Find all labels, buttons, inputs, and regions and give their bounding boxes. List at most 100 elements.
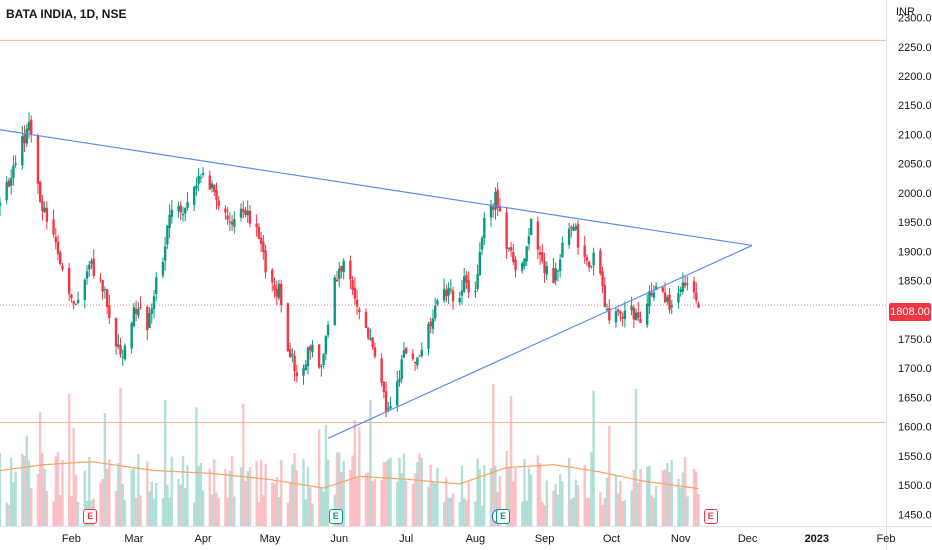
candle-body xyxy=(663,292,667,302)
candle-body xyxy=(137,308,140,316)
time-tick-label: Dec xyxy=(738,533,758,545)
candle-body xyxy=(340,266,343,272)
time-tick-label: Oct xyxy=(603,533,620,545)
volume-bar xyxy=(150,481,153,526)
volume-bar xyxy=(572,497,575,526)
volume-bar xyxy=(380,480,383,526)
candle-body xyxy=(467,280,470,293)
event-marker-e[interactable]: E xyxy=(496,509,511,524)
candle-body xyxy=(679,289,682,293)
volume-bar xyxy=(123,500,127,526)
candle-body xyxy=(273,285,276,290)
volume-bar xyxy=(603,498,607,526)
candle-body xyxy=(521,263,524,271)
candle-body xyxy=(83,279,87,300)
candle-body xyxy=(670,305,673,308)
candle-body xyxy=(90,260,93,264)
volume-bar xyxy=(558,473,562,526)
candle-body xyxy=(498,205,502,212)
volume-bar xyxy=(681,472,685,526)
candle-body xyxy=(692,280,696,293)
candle-body xyxy=(255,223,258,228)
candle-body xyxy=(92,258,95,276)
candle-body xyxy=(70,294,73,298)
volume-bar xyxy=(226,497,229,526)
candle-body xyxy=(279,283,283,305)
volume-bar xyxy=(277,496,281,526)
event-marker-e[interactable]: E xyxy=(328,509,343,524)
volume-bar xyxy=(45,490,49,526)
volume-bar xyxy=(21,454,24,526)
volume-bar xyxy=(389,457,392,526)
candle-body xyxy=(5,182,8,201)
candle-body xyxy=(342,260,345,273)
volume-bar xyxy=(59,495,62,526)
price-axis[interactable]: 1450.00 1500.00 1550.00 1600.00 1650.00 1700.… xyxy=(886,0,932,550)
volume-bar xyxy=(371,481,374,526)
volume-bar xyxy=(255,461,258,526)
chart-title: BATA INDIA, 1D, NSE xyxy=(6,7,127,21)
candle-body xyxy=(293,355,296,372)
candle-body xyxy=(36,135,40,184)
candle-body xyxy=(590,266,593,268)
volume-bar xyxy=(692,469,696,526)
volume-bar xyxy=(686,496,689,526)
volume-bar xyxy=(317,429,321,526)
volume-bar xyxy=(7,504,11,526)
candle-body xyxy=(304,364,307,370)
volume-bar xyxy=(146,461,149,526)
volume-bar xyxy=(322,491,325,526)
volume-bar xyxy=(72,428,75,526)
volume-bar xyxy=(416,462,419,526)
volume-bar xyxy=(529,474,533,526)
volume-bar xyxy=(467,481,470,526)
time-axis[interactable]: Feb Mar Apr May Jun Jul Aug Sep Oct Nov Dec 2023 Feb xyxy=(0,526,932,546)
volume-bar xyxy=(418,453,421,526)
candle-body xyxy=(123,345,127,360)
candle-body xyxy=(646,303,649,326)
volume-bar xyxy=(244,480,247,526)
volume-bar xyxy=(605,477,609,526)
volume-bar xyxy=(201,490,205,526)
candle-body xyxy=(67,267,71,294)
volume-bar xyxy=(583,464,586,526)
volume-bar xyxy=(259,460,263,526)
volume-bar xyxy=(306,466,310,526)
volume-bar xyxy=(257,502,261,526)
candle-body xyxy=(23,134,26,144)
candle-body xyxy=(561,242,564,258)
volume-bar xyxy=(601,504,604,526)
volume-bar xyxy=(181,456,185,526)
candle-body xyxy=(465,275,468,283)
event-marker-e[interactable]: E xyxy=(703,509,718,524)
candle-body xyxy=(587,261,591,268)
candle-body xyxy=(398,378,401,382)
volume-bar xyxy=(492,384,495,526)
event-marker-e[interactable]: E xyxy=(83,509,98,524)
volume-bar xyxy=(186,465,189,526)
candle-body xyxy=(197,175,200,184)
volume-bar xyxy=(52,501,55,526)
candle-body xyxy=(431,318,435,329)
candle-body xyxy=(41,201,44,212)
volume-bar xyxy=(552,490,555,526)
volume-bar xyxy=(320,487,323,526)
volume-bar xyxy=(639,468,642,526)
volume-bar xyxy=(364,473,368,526)
candle-body xyxy=(295,372,299,377)
volume-bar xyxy=(496,491,499,526)
volume-bar xyxy=(400,473,403,526)
candle-body xyxy=(257,226,261,239)
candle-body xyxy=(654,286,658,290)
volume-bar xyxy=(342,460,345,526)
time-tick-label: Feb xyxy=(877,533,896,545)
volume-bar xyxy=(304,499,307,526)
volume-bar xyxy=(427,486,430,526)
candle-body xyxy=(76,299,80,304)
candle-body xyxy=(43,207,46,213)
candle-body xyxy=(364,312,368,329)
candlesticks xyxy=(0,112,700,418)
candle-body xyxy=(460,290,464,296)
candle-body xyxy=(541,252,544,262)
